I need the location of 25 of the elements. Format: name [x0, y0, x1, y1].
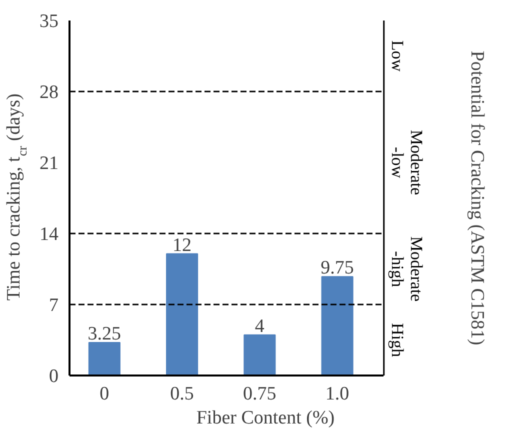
y-tick-label: 14	[40, 224, 59, 245]
bar	[321, 276, 354, 376]
data-label: 12	[172, 234, 192, 256]
text: Moderate-high	[388, 236, 426, 302]
bar	[166, 253, 198, 376]
text: Low	[388, 40, 407, 72]
y2-axis-title: Potential for Cracking (ASTM C1581)	[466, 50, 488, 346]
x-tick-label: 0.75	[243, 384, 276, 404]
x-tick-label: 0	[100, 384, 110, 404]
y-tick-label: 0	[49, 366, 58, 387]
x-axis-title: Fiber Content (%)	[196, 408, 335, 428]
data-label: 3.25	[88, 324, 122, 345]
text: High	[388, 323, 407, 358]
y-tick-label: 28	[40, 82, 58, 103]
x-tick-label: 1.0	[325, 384, 350, 404]
bar	[244, 334, 276, 376]
bar	[88, 342, 120, 376]
y-axis-title: Time to cracking, tcr (days)	[4, 94, 30, 301]
y-tick-label: 7	[49, 295, 58, 316]
x-tick-label: 0.5	[170, 384, 194, 404]
y-tick-label: 21	[40, 153, 58, 174]
text: Moderate-low	[388, 130, 426, 196]
data-label: 4	[254, 316, 265, 337]
y-tick-label: 35	[40, 11, 58, 32]
data-label: 9.75	[320, 258, 354, 279]
